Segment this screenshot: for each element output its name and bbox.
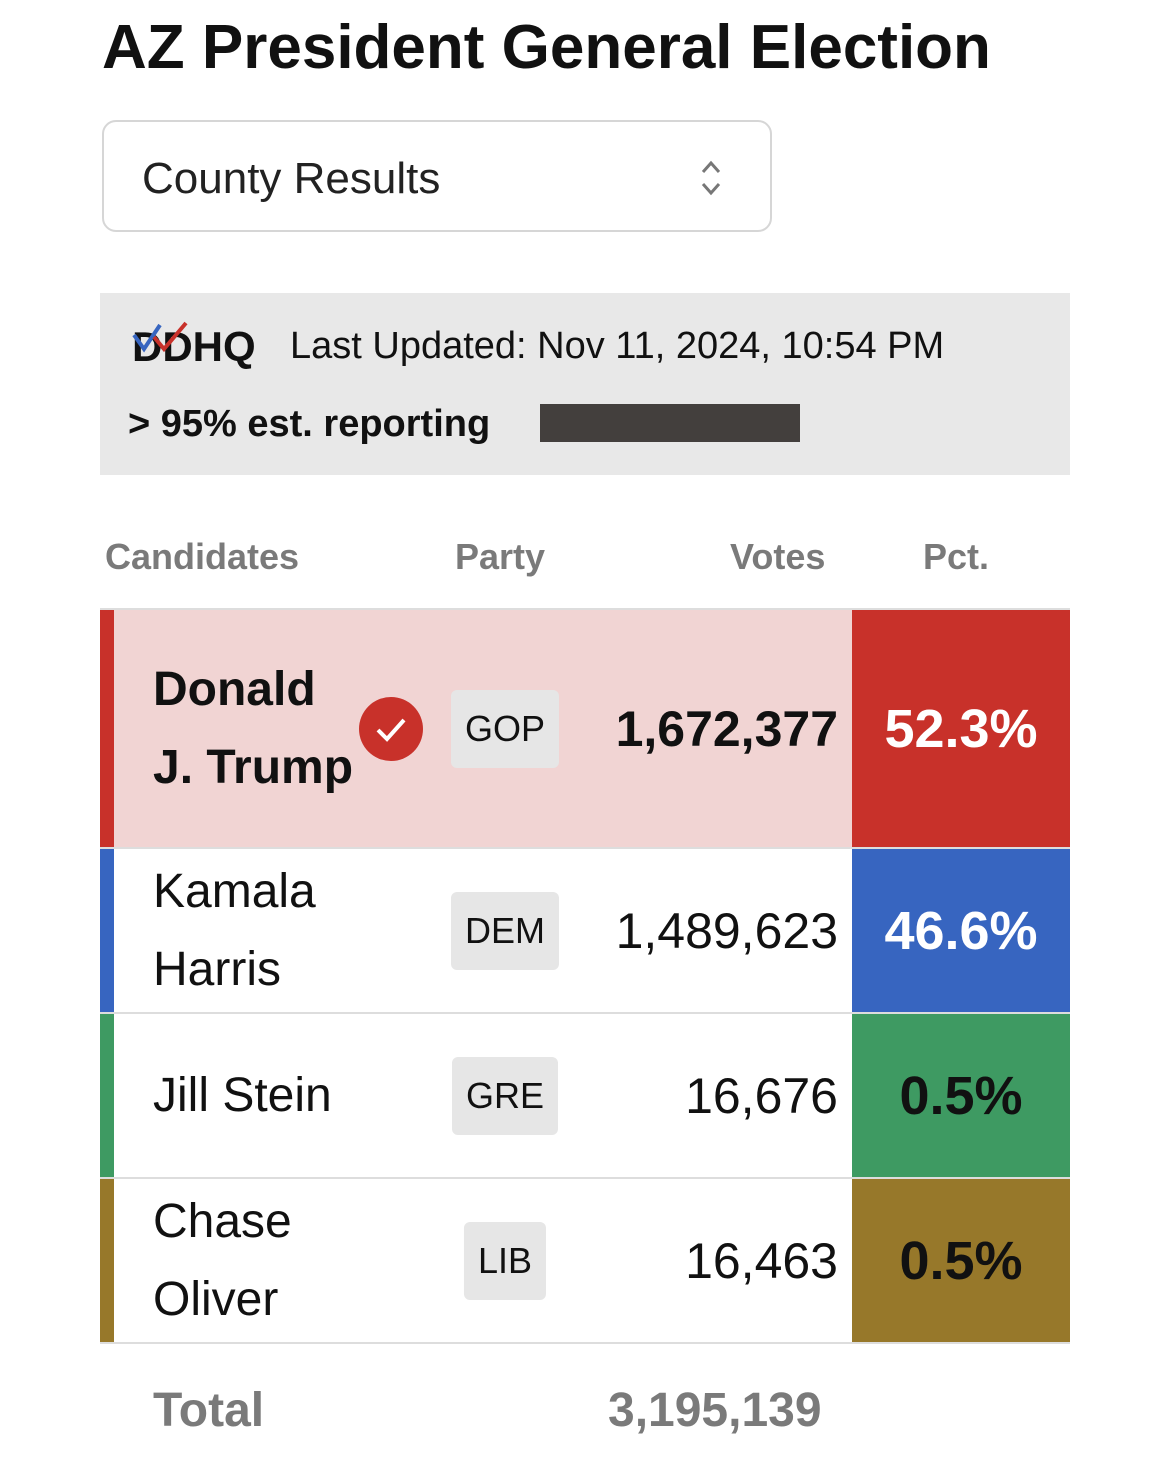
party-badge: GOP [450,689,560,768]
percent: 46.6% [852,849,1070,1012]
votes: 1,672,377 [615,700,838,757]
percent: 52.3% [852,610,1070,847]
column-header: Votes [730,536,826,577]
candidate-row: Donald J. Trump GOP 1,672,377 52.3% [100,608,1070,847]
candidate-row: Jill Stein GRE 16,676 0.5% [100,1012,1070,1177]
winner-check [359,696,423,761]
party-stripe [100,1014,114,1177]
percent: 0.5% [852,1014,1070,1177]
results-dropdown[interactable]: County Results [102,120,772,232]
party-badge: LIB [463,1221,547,1300]
party-stripe [100,849,114,1012]
column-header: Party [455,536,546,577]
candidate-name: Donald J. Trump [153,662,354,794]
votes: 16,676 [685,1067,838,1124]
percent: 0.5% [852,1179,1070,1342]
column-header: Candidates [105,536,300,577]
party-badge: DEM [451,891,559,970]
info-box: DDHQ Last Updated: Nov 11, 2024, 10:54 P… [100,293,1070,475]
column-header: Pct. [923,536,990,577]
last-updated: Last Updated: Nov 11, 2024, 10:54 PM [290,325,945,367]
source-logo: DDHQ [132,323,256,370]
total-label: Total [153,1384,265,1437]
dropdown-label: County Results [142,154,441,203]
title: AZ President General Election [102,13,991,82]
votes: 16,463 [685,1232,838,1289]
reporting: > 95% est. reporting [128,403,491,445]
candidate-row: Chase Oliver LIB 16,463 0.5% [100,1177,1070,1342]
candidate-name: Jill Stein [153,1068,332,1122]
reporting-bar [540,404,800,442]
candidate-row: Kamala Harris DEM 1,489,623 46.6% [100,847,1070,1012]
votes: 1,489,623 [615,902,838,959]
logo-check [132,321,188,353]
party-stripe [100,1179,114,1342]
row-divider [100,1342,1070,1344]
party-badge: GRE [451,1056,559,1135]
candidate-name: Chase Oliver [153,1194,292,1326]
total-votes: 3,195,139 [608,1384,822,1437]
party-stripe [100,610,114,847]
dropdown-arrows [701,160,721,196]
candidate-name: Kamala Harris [153,864,316,996]
